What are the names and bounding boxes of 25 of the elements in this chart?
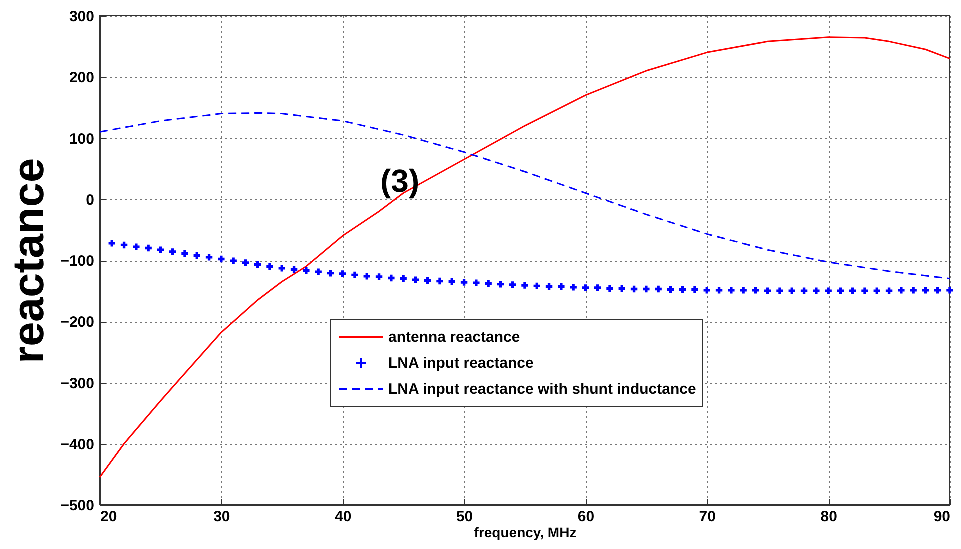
x-tick-label: 80 (820, 508, 838, 526)
x-tick-label: 90 (934, 508, 950, 526)
y-tick-label: 100 (69, 130, 94, 148)
y-tick-label: 200 (69, 70, 94, 87)
x-tick-label: 30 (214, 508, 230, 526)
y-axis-title: reactance (4, 158, 54, 364)
y-tick-label: −100 (60, 253, 94, 270)
y-tick-label: −400 (60, 436, 94, 454)
annotation: (3) (380, 162, 420, 200)
legend-label: antenna reactance (388, 328, 520, 346)
x-tick-label: 70 (699, 508, 716, 526)
y-tick-label: −500 (60, 498, 94, 514)
y-tick-label: 300 (69, 8, 94, 26)
y-tick-label: −200 (60, 314, 94, 332)
y-tick-label: 0 (86, 192, 94, 209)
x-tick-label: 20 (100, 508, 118, 526)
x-axis-title: frequency, MHz (474, 524, 577, 540)
x-tick-label: 50 (456, 508, 474, 526)
y-tick-label: −300 (60, 375, 94, 392)
legend-label: LNA input reactance (388, 354, 534, 372)
line-series (99, 112, 951, 280)
x-tick-label: 60 (578, 508, 595, 526)
line-series (99, 36, 951, 478)
legend-label: LNA input reactance with shunt inductance (388, 380, 696, 398)
x-tick-label: 40 (335, 508, 352, 526)
